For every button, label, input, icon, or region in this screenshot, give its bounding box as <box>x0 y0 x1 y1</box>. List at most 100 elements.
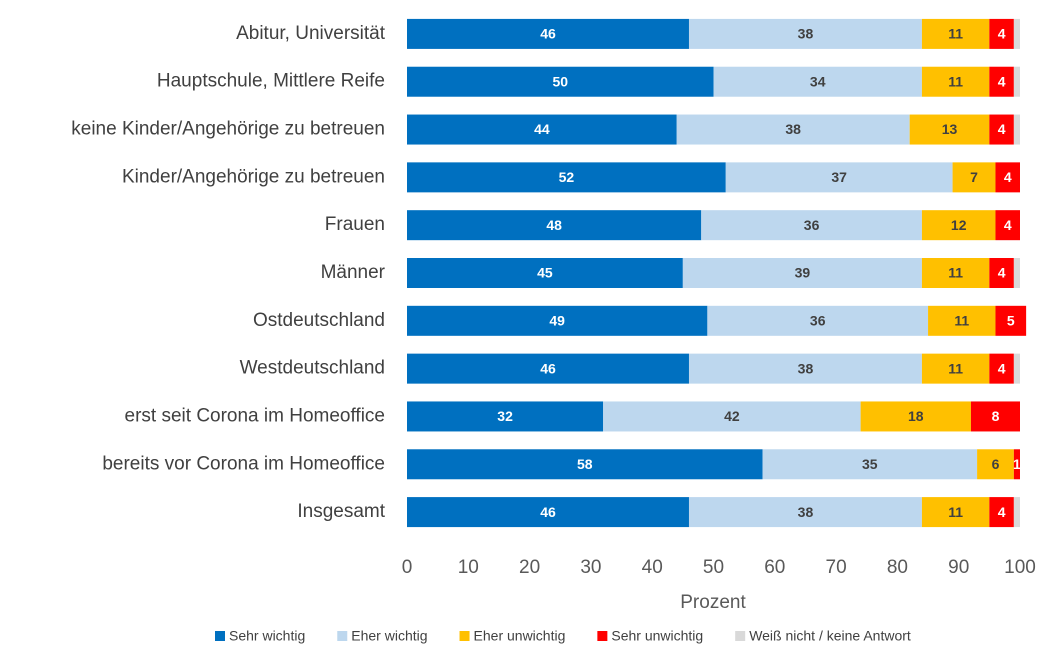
bar-segment <box>989 497 1014 528</box>
category-label: Insgesamt <box>297 501 385 522</box>
category-label: Ostdeutschland <box>253 310 385 331</box>
data-label: 58 <box>577 456 593 472</box>
data-label: 11 <box>948 265 963 281</box>
bar-segment <box>407 210 702 241</box>
data-label: 4 <box>998 26 1006 42</box>
bar-segment <box>701 210 922 241</box>
legend-swatch <box>337 631 348 641</box>
bar-segment <box>989 258 1014 288</box>
bar-segment <box>970 401 1020 432</box>
category-label: Hauptschule, Mittlere Reife <box>157 71 385 92</box>
legend-label: Eher wichtig <box>351 628 427 644</box>
bar-segment <box>921 258 990 288</box>
bar-segment <box>928 305 996 336</box>
data-label: 4 <box>1004 169 1012 185</box>
category-label: Kinder/Angehörige zu betreuen <box>122 166 385 187</box>
data-label: 39 <box>795 265 811 281</box>
bar-segment <box>407 18 689 49</box>
bar-segment <box>921 353 990 384</box>
bar-segment <box>688 497 922 528</box>
bar-segment <box>682 258 922 288</box>
bar-segment <box>713 66 922 97</box>
bar-segment <box>688 18 922 49</box>
bar-segment <box>1013 353 1020 384</box>
x-tick-label: 0 <box>402 557 413 578</box>
data-label: 5 <box>1007 313 1015 329</box>
data-label: 46 <box>540 26 556 42</box>
data-label: 8 <box>992 408 1000 424</box>
data-label: 32 <box>497 408 513 424</box>
bar-segment <box>860 401 971 432</box>
bar-segment <box>1013 449 1020 480</box>
bar-segment <box>977 449 1014 480</box>
data-label: 4 <box>998 121 1006 137</box>
x-tick-label: 100 <box>1004 557 1036 578</box>
bar-segment <box>995 305 1027 336</box>
data-label: 13 <box>942 121 958 137</box>
data-label: 4 <box>998 360 1006 376</box>
legend-label: Eher unwichtig <box>474 628 566 644</box>
x-tick-label: 90 <box>948 557 969 578</box>
data-label: 12 <box>951 217 967 233</box>
data-label: 11 <box>948 504 963 520</box>
legend-swatch <box>215 631 225 641</box>
x-tick-label: 20 <box>519 557 540 578</box>
legend-swatch <box>459 631 470 641</box>
data-label: 7 <box>970 169 978 185</box>
data-label: 11 <box>948 360 963 376</box>
bar-segment <box>921 210 996 241</box>
bar-segment <box>1013 66 1020 97</box>
data-label: 46 <box>540 360 556 376</box>
data-label: 34 <box>810 73 826 89</box>
bar-segment <box>921 18 990 49</box>
bar-segment <box>909 114 990 145</box>
data-label: 38 <box>798 26 814 42</box>
data-label: 44 <box>534 121 550 137</box>
data-label: 38 <box>798 360 814 376</box>
bar-segment <box>921 497 990 528</box>
x-axis-title: Prozent <box>680 592 746 613</box>
bar-segment <box>762 449 978 480</box>
bar-segment <box>676 114 910 145</box>
bar-segment <box>603 401 861 432</box>
bar-segment <box>407 66 714 97</box>
data-label: 45 <box>537 265 553 281</box>
x-tick-label: 30 <box>580 557 601 578</box>
data-label: 11 <box>948 73 963 89</box>
bar-segment <box>688 353 922 384</box>
x-tick-label: 50 <box>703 557 724 578</box>
bar-segment <box>407 162 726 193</box>
bar-segment <box>989 66 1014 97</box>
legend-label: Sehr unwichtig <box>611 628 703 644</box>
bar-segment <box>407 305 708 336</box>
bar-segment <box>407 401 604 432</box>
bar-segment <box>407 353 689 384</box>
bar-segment <box>1013 18 1020 49</box>
data-label: 48 <box>546 217 562 233</box>
x-tick-label: 70 <box>826 557 847 578</box>
data-label: 4 <box>998 73 1006 89</box>
data-label: 11 <box>954 313 969 329</box>
x-tick-label: 40 <box>642 557 663 578</box>
bar-segment <box>995 162 1020 193</box>
data-label: 35 <box>862 456 878 472</box>
bar-segment <box>407 449 763 480</box>
x-tick-label: 60 <box>764 557 785 578</box>
x-tick-label: 10 <box>458 557 479 578</box>
data-label: 6 <box>992 456 1000 472</box>
category-label: erst seit Corona im Homeoffice <box>125 405 385 426</box>
bar-segment <box>707 305 929 336</box>
category-label: Männer <box>321 262 386 283</box>
data-label: 38 <box>785 121 801 137</box>
data-label: 4 <box>1004 217 1012 233</box>
bar-segment <box>407 258 683 288</box>
data-label: 4 <box>998 265 1006 281</box>
bar-segment <box>1013 114 1020 145</box>
legend-label: Sehr wichtig <box>229 628 305 644</box>
bar-segment <box>725 162 953 193</box>
bar-segment <box>407 497 689 528</box>
data-label: 52 <box>559 169 575 185</box>
bar-segment <box>1013 497 1020 528</box>
data-label: 36 <box>810 313 826 329</box>
data-label: 38 <box>798 504 814 520</box>
